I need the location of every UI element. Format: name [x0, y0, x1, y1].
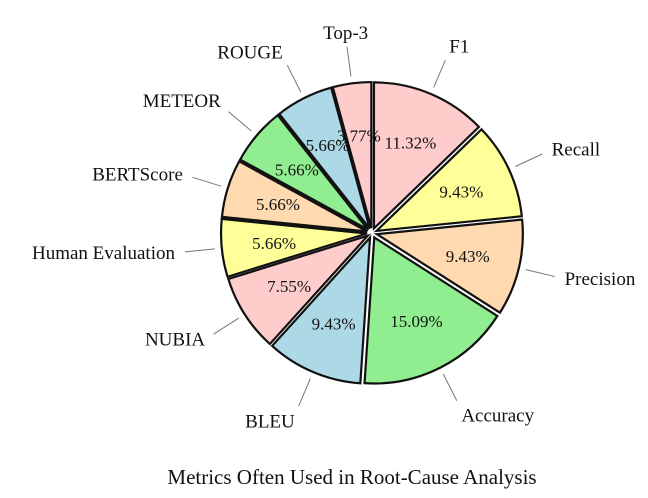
category-label-top-3: Top-3: [323, 23, 368, 44]
percent-label-bleu: 9.43%: [312, 315, 356, 334]
category-label-f1: F1: [449, 37, 469, 58]
leader-line-nubia: [213, 317, 240, 335]
pie-slice-human-evaluation: [220, 217, 368, 279]
pie-slice-nubia: [226, 233, 372, 346]
percent-label-f1: 11.32%: [385, 133, 437, 152]
category-label-rouge: ROUGE: [217, 42, 282, 63]
percent-label-recall: 9.43%: [439, 183, 483, 202]
percent-label-top-3: 3.77%: [337, 126, 381, 145]
pie-slice-recall: [373, 127, 524, 233]
leader-line-recall: [515, 153, 543, 167]
pie-slice-accuracy: [363, 235, 499, 385]
category-label-recall: Recall: [552, 140, 601, 161]
category-label-bleu: BLEU: [245, 411, 295, 432]
pie-slice-bleu: [270, 234, 372, 385]
category-label-nubia: NUBIA: [145, 330, 205, 351]
pie-slice-meteor: [238, 113, 370, 231]
percentage-labels-layer: 11.32%9.43%9.43%15.09%9.43%7.55%5.66%5.6…: [252, 126, 490, 333]
percent-label-human-evaluation: 5.66%: [252, 234, 296, 253]
leader-line-meteor: [228, 111, 252, 132]
category-label-precision: Precision: [565, 269, 636, 290]
leader-line-bertscore: [192, 176, 222, 187]
leader-line-human-evaluation: [184, 248, 215, 253]
leader-lines-layer: [184, 46, 555, 407]
slices-layer: [220, 80, 524, 385]
pie-slice-precision: [373, 218, 524, 315]
category-label-accuracy: Accuracy: [461, 406, 534, 427]
percent-label-meteor: 5.66%: [275, 160, 319, 179]
percent-label-rouge: 5.66%: [306, 136, 350, 155]
pie-slice-rouge: [277, 86, 371, 230]
chart-title: Metrics Often Used in Root-Cause Analysi…: [167, 465, 536, 489]
pie-slice-bertscore: [220, 159, 368, 233]
leader-line-precision: [525, 269, 555, 278]
leader-line-f1: [433, 59, 446, 88]
percent-label-nubia: 7.55%: [267, 277, 311, 296]
category-labels-layer: F1 Recall Precision Accuracy BLEU NUBIA Human …: [32, 23, 636, 433]
leader-line-accuracy: [442, 373, 458, 402]
pie-slice-top-3: [331, 80, 373, 229]
category-label-meteor: METEOR: [143, 91, 221, 112]
percent-label-accuracy: 15.09%: [390, 312, 442, 331]
percent-label-bertscore: 5.66%: [256, 195, 300, 214]
leader-line-top-3: [346, 46, 352, 77]
leader-line-rouge: [286, 64, 302, 93]
leader-line-bleu: [298, 378, 311, 407]
pie-slice-f1: [372, 81, 481, 231]
percent-label-precision: 9.43%: [446, 247, 490, 266]
category-label-bertscore: BERTScore: [92, 164, 183, 185]
category-label-human-evaluation: Human Evaluation: [32, 243, 175, 264]
